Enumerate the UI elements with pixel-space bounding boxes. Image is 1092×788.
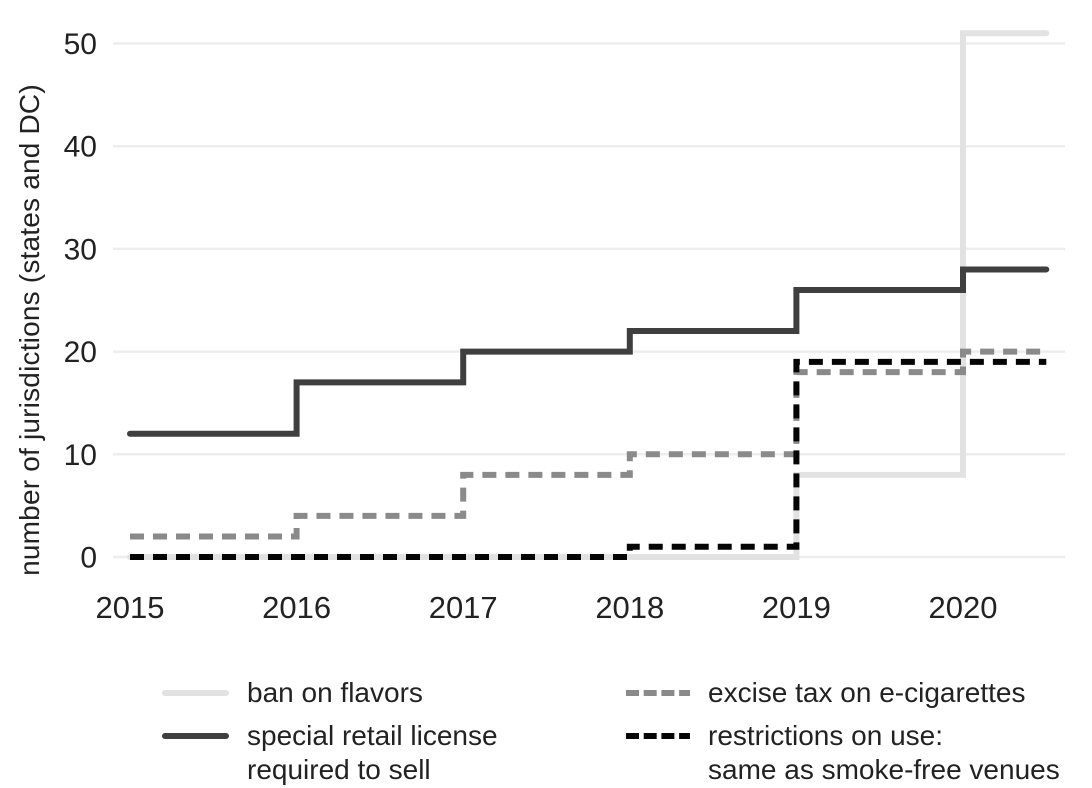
legend-swatch-dashed-black: [626, 733, 690, 739]
y-axis-title: number of jurisdictions (states and DC): [14, 84, 45, 576]
x-tick-label: 2019: [762, 590, 831, 625]
series-line-3: [130, 358, 1047, 560]
legend-item-special-retail-license: special retail license required to sell: [162, 719, 498, 787]
legend-label: special retail license required to sell: [247, 720, 498, 785]
x-tick-label: 2020: [929, 590, 998, 625]
legend-item-restrictions-on-use: restrictions on use: same as smoke-free …: [626, 719, 1060, 787]
series-line-2: [130, 348, 1047, 540]
y-tick-label: 50: [64, 28, 97, 61]
y-tick-label: 40: [64, 131, 97, 164]
legend-label: ban on flavors: [247, 677, 423, 708]
x-tick-label: 2018: [595, 590, 664, 625]
y-tick-label: 20: [64, 336, 97, 369]
x-tick-label: 2016: [262, 590, 331, 625]
x-tick-label: 2017: [429, 590, 498, 625]
x-tick-label: 2015: [96, 590, 165, 625]
legend-swatch-dashed-gray: [626, 690, 690, 696]
step-chart-plot-area: 0 10 20 30 40 50 2015 2016 2017 2018 2019 2020: [64, 28, 1065, 625]
series-line-0: [127, 30, 1050, 560]
legend-label: excise tax on e-cigarettes: [708, 677, 1026, 708]
legend-item-ban-on-flavors: ban on flavors: [162, 676, 423, 710]
series-line-1: [127, 266, 1050, 437]
y-tick-label: 30: [64, 233, 97, 266]
legend-item-excise-tax: excise tax on e-cigarettes: [626, 676, 1026, 710]
y-tick-label: 10: [64, 439, 97, 472]
legend-label: restrictions on use: same as smoke-free …: [708, 720, 1060, 785]
legend-swatch-solid-light: [162, 690, 229, 696]
y-tick-label: 0: [80, 542, 97, 575]
legend-swatch-solid-dark: [162, 733, 229, 739]
